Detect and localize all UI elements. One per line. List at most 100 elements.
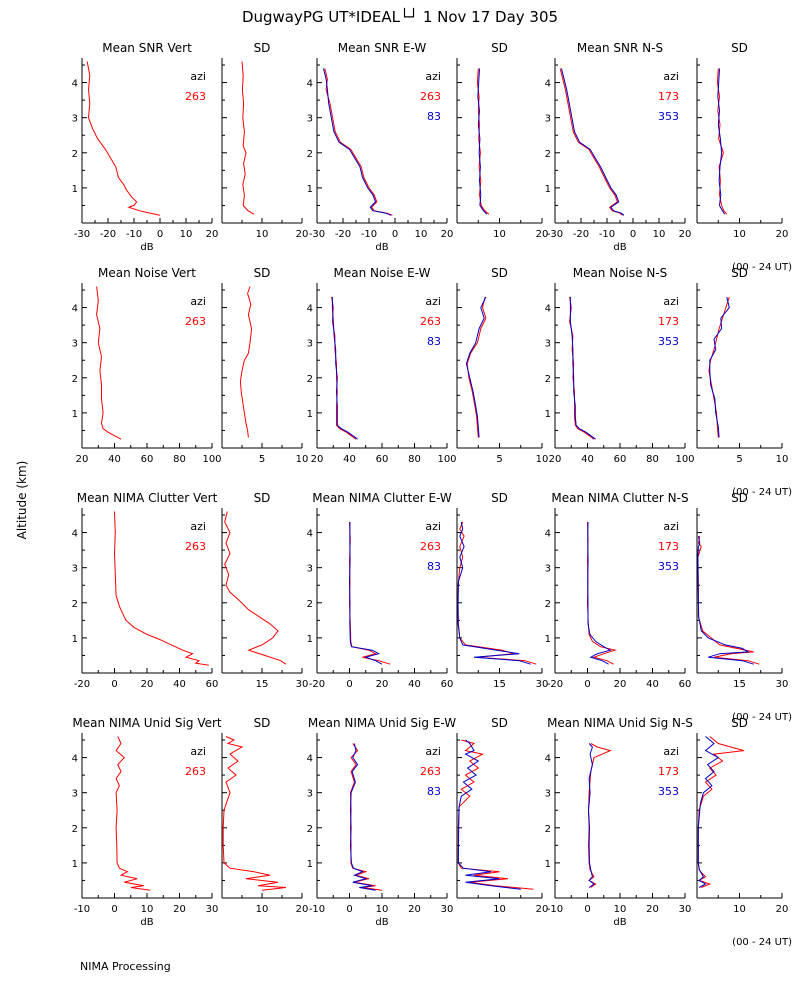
- x-tick-label: 10: [415, 229, 428, 240]
- x-tick-label: 40: [343, 454, 356, 465]
- x-tick-label: 0: [584, 679, 590, 690]
- x-tick-label: -20: [573, 229, 589, 240]
- panel-4-5: Mean NIMA Unid Sig N-S 1 2 3 4 -10 0 10 20 30 dB az…: [545, 716, 693, 928]
- panel-title: SD: [491, 716, 508, 730]
- panel-title: Mean SNR Vert: [102, 41, 192, 55]
- y-tick-label: 2: [72, 824, 78, 835]
- panel-4-1: Mean NIMA Unid Sig Vert 1 2 3 4 -10 0 10 20 30 dB a…: [72, 716, 222, 928]
- series-line-173: [697, 536, 760, 665]
- series-line-353: [587, 521, 612, 665]
- series-line-353: [717, 68, 726, 215]
- y-tick-label: 4: [307, 754, 313, 765]
- panel-title: SD: [491, 41, 508, 55]
- y-tick-label: 2: [545, 824, 551, 835]
- legend-entry: 353: [658, 560, 679, 573]
- x-tick-label: 60: [614, 454, 627, 465]
- x-tick-label: 40: [408, 679, 421, 690]
- y-tick-label: 2: [72, 149, 78, 160]
- y-tick-label: 3: [72, 114, 78, 125]
- legend-entry: 263: [185, 540, 206, 553]
- x-tick-label: -10: [599, 229, 615, 240]
- series-line-353: [569, 297, 596, 440]
- panel-1-4: SD 10 20: [456, 41, 549, 240]
- x-tick-label: 10: [296, 454, 309, 465]
- x-tick-label: 60: [441, 679, 454, 690]
- y-tick-label: 1: [72, 409, 78, 420]
- y-tick-label: 2: [545, 374, 551, 385]
- y-tick-label: 1: [72, 184, 78, 195]
- utc-note: (00 - 24 UT): [732, 487, 792, 498]
- series-line-263: [324, 68, 393, 216]
- panel-title: Mean SNR N-S: [577, 41, 663, 55]
- x-tick-label: -10: [547, 904, 563, 915]
- y-tick-label: 3: [307, 564, 313, 575]
- x-tick-label: 20: [549, 454, 562, 465]
- legend-azi-label: azi: [663, 70, 679, 83]
- series-line-173: [708, 296, 730, 438]
- y-tick-label: 4: [72, 79, 78, 90]
- y-tick-label: 4: [307, 304, 313, 315]
- x-tick-label: 15: [493, 679, 506, 690]
- x-tick-label: 100: [437, 454, 456, 465]
- y-tick-label: 4: [307, 529, 313, 540]
- legend-entry: 263: [420, 540, 441, 553]
- panel-title: SD: [731, 491, 748, 505]
- panel-title: SD: [491, 266, 508, 280]
- x-tick-label: 10: [733, 229, 746, 240]
- y-tick-label: 4: [72, 529, 78, 540]
- y-tick-label: 2: [307, 149, 313, 160]
- panel-1-6: SD 10 20 (00 - 24 UT): [696, 41, 792, 273]
- panel-title: SD: [491, 491, 508, 505]
- x-tick-label: 30: [679, 904, 692, 915]
- y-tick-label: 2: [307, 599, 313, 610]
- series-line-263: [96, 286, 122, 440]
- series-line-173: [559, 68, 623, 216]
- x-tick-label: 20: [311, 454, 324, 465]
- series-line-353: [709, 296, 730, 438]
- x-tick-label: -10: [361, 229, 377, 240]
- x-tick-label: 20: [536, 904, 549, 915]
- x-tick-label: -10: [309, 904, 325, 915]
- panel-title: SD: [254, 41, 271, 55]
- legend-azi-label: azi: [425, 70, 441, 83]
- x-tick-label: 20: [776, 904, 789, 915]
- legend-azi-label: azi: [425, 520, 441, 533]
- y-tick-label: 1: [307, 634, 313, 645]
- series-line-83: [465, 296, 487, 438]
- panel-title: SD: [254, 266, 271, 280]
- legend-entry: 353: [658, 110, 679, 123]
- y-tick-label: 3: [72, 789, 78, 800]
- legend-entry: 263: [185, 765, 206, 778]
- series-line-83: [323, 68, 392, 216]
- panel-title: Mean NIMA Unid Sig Vert: [72, 716, 222, 730]
- x-tick-label: 20: [206, 229, 219, 240]
- series-line-353: [587, 743, 595, 888]
- y-tick-label: 1: [545, 184, 551, 195]
- series-line-263: [222, 736, 287, 891]
- legend-entry: 173: [658, 90, 679, 103]
- x-tick-label: 20: [141, 679, 154, 690]
- y-tick-label: 4: [545, 754, 551, 765]
- series-line-263: [113, 511, 209, 666]
- y-tick-label: 1: [307, 184, 313, 195]
- x-tick-label: 0: [111, 679, 117, 690]
- x-tick-label: -30: [547, 229, 563, 240]
- x-tick-label: -30: [74, 229, 90, 240]
- series-line-263: [331, 296, 357, 440]
- series-line-83: [457, 521, 531, 665]
- x-tick-label: 80: [646, 454, 659, 465]
- y-tick-label: 2: [307, 824, 313, 835]
- panel-2-3: Mean Noise E-W 1 2 3 4 20 40 60 80 100 azi 263 83: [307, 266, 457, 465]
- y-tick-label: 3: [545, 789, 551, 800]
- x-tick-label: 20: [536, 229, 549, 240]
- panel-1-2: SD 10 20: [221, 41, 308, 240]
- x-tick-label: 60: [206, 679, 219, 690]
- panel-3-3: Mean NIMA Clutter E-W 1 2 3 4 -20 0 20 40 60 azi 26…: [307, 491, 454, 690]
- panel-4-4: SD 10 20: [456, 716, 549, 915]
- x-tick-label: 20: [408, 904, 421, 915]
- panel-title: Mean NIMA Unid Sig N-S: [547, 716, 693, 730]
- x-tick-label: 10: [256, 904, 269, 915]
- x-tick-label: 10: [141, 904, 154, 915]
